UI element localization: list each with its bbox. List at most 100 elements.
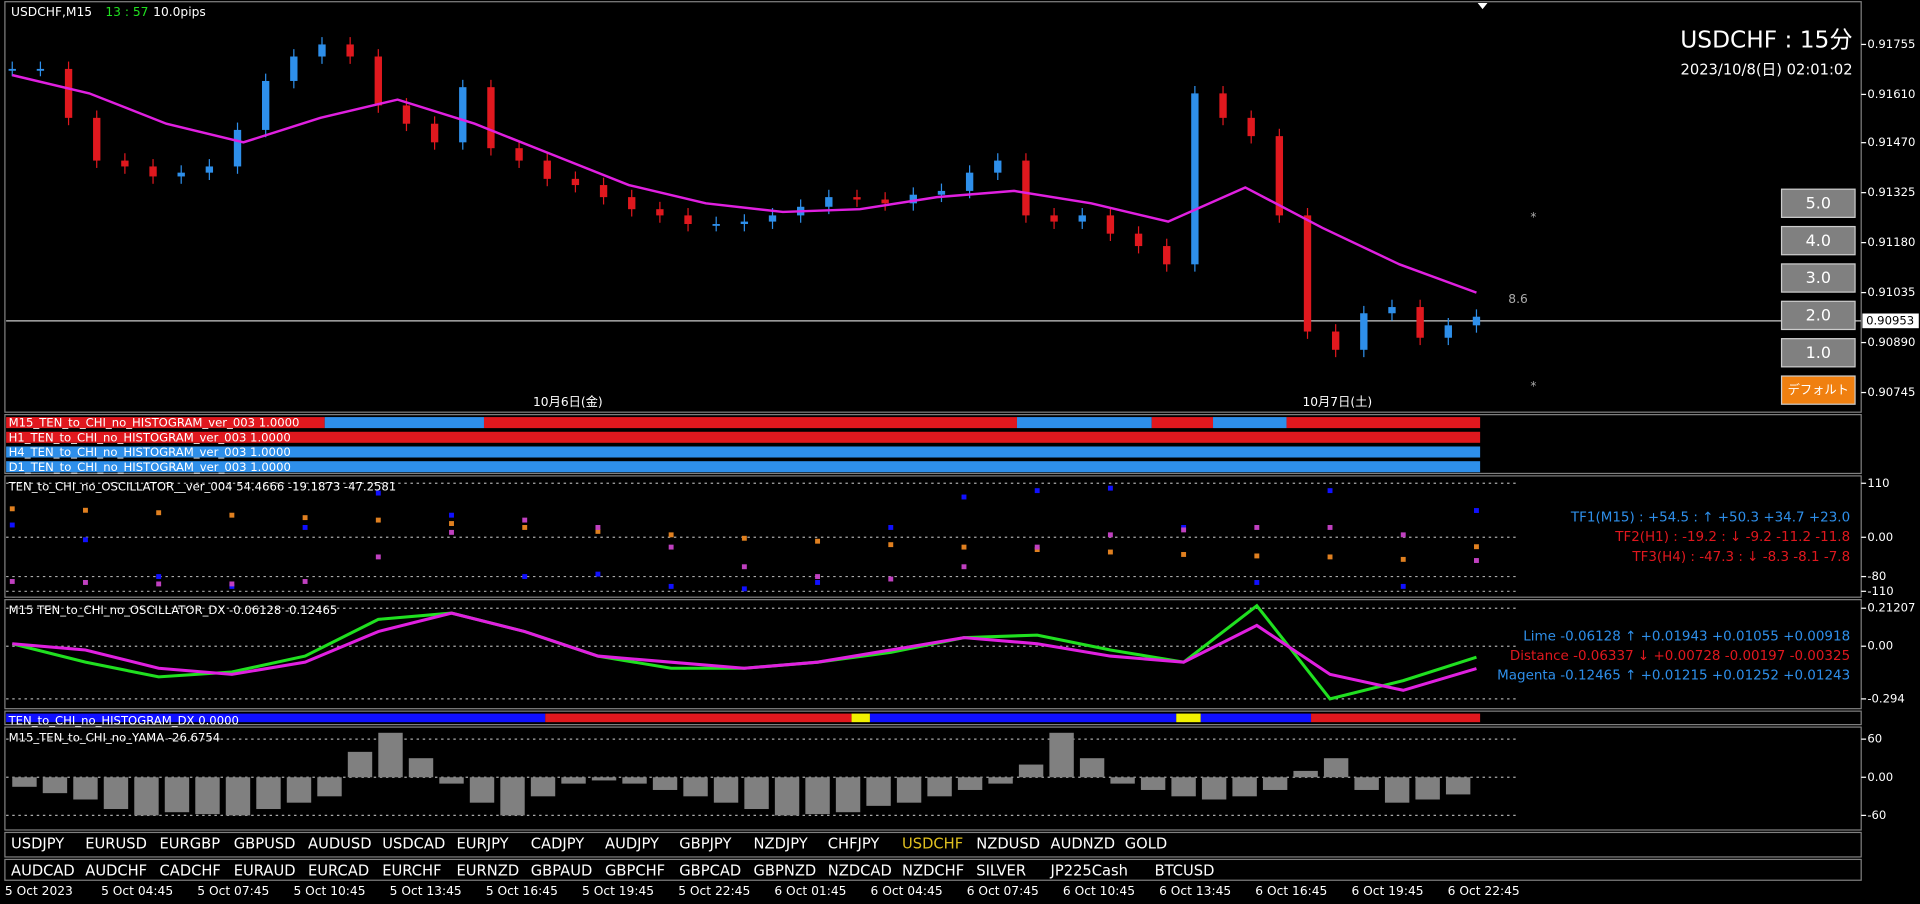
candle [1050,215,1058,222]
osc-dot [741,586,747,592]
symbol-button[interactable]: JP225Cash [1050,863,1128,880]
strip-segment [1213,417,1287,429]
yama-bar [164,777,190,813]
symbol-button[interactable]: AUDCHF [85,863,147,880]
candle [205,166,214,173]
readout: Distance -0.06337 ↓ +0.00728 -0.00197 -0… [1510,648,1850,664]
candle [487,87,495,149]
osc-dot [522,525,528,530]
candle [994,160,1002,173]
yama-bar [927,777,952,797]
symbol-button[interactable]: NZDUSD [976,836,1040,853]
candle [937,190,946,195]
symbol-button[interactable]: GBPCAD [679,863,741,880]
button-label[interactable]: 2.0 [1806,305,1831,324]
yama-bar [1201,777,1227,800]
symbol-button[interactable]: GBPUSD [234,836,296,853]
symbol-button[interactable]: EURCAD [308,863,369,880]
symbol-button[interactable]: NZDCHF [902,863,964,880]
symbol-button[interactable]: AUDNZD [1051,836,1115,853]
osc-dot [1327,488,1333,494]
symbol-button[interactable]: GBPCHF [605,863,665,880]
yama-frame [4,726,1862,831]
button[interactable] [1780,338,1856,368]
button-label[interactable]: デフォルト [1788,382,1849,397]
button-label[interactable]: 5.0 [1806,193,1831,212]
symbol-button[interactable]: AUDUSD [308,836,372,853]
panel-label: H1_TEN_to_CHI_no_HISTOGRAM_ver_003 1.000… [9,430,291,444]
yama-bar [683,777,708,797]
x-tick-label: 5 Oct 2023 [5,884,73,898]
strip-segment [545,713,852,723]
button[interactable] [1780,375,1856,405]
yama-bar [1354,777,1379,790]
yama-bar [1079,758,1105,778]
osc-dot [1107,485,1113,491]
strip-segment [6,431,1481,443]
osc-dot [375,554,381,560]
yama-bar [317,777,342,797]
osc-dot [1474,558,1479,563]
osc-dot [83,507,88,513]
symbol-button[interactable]: USDCAD [382,836,445,853]
yama-bar [1049,732,1074,778]
symbol-button[interactable]: EURCHF [382,863,441,880]
symbol-button[interactable]: EURUSD [85,836,147,853]
yama-bar [256,777,281,810]
button[interactable] [1780,300,1856,331]
candle [8,68,16,71]
button[interactable] [1780,225,1856,256]
symbol-button[interactable]: CADCHF [160,863,221,880]
symbol-button[interactable]: GBPJPY [679,836,731,853]
button[interactable] [1780,188,1856,218]
osc-dot [1107,532,1113,538]
symbol-button[interactable]: CADJPY [531,836,584,853]
symbol-button[interactable]: CHFJPY [828,836,880,853]
button-label[interactable]: 4.0 [1806,231,1831,250]
symbol-button[interactable]: EURJPY [457,836,509,853]
symbol-button[interactable]: SILVER [976,863,1026,880]
button-label[interactable]: 1.0 [1806,343,1831,362]
histogram-strips [6,417,1481,723]
x-tick-label: 5 Oct 19:45 [582,884,654,898]
candle [656,209,664,216]
osc-line [12,611,1477,692]
candle [1078,215,1086,222]
symbol-button[interactable]: EURAUD [234,863,296,880]
button-label[interactable]: 3.0 [1806,268,1831,287]
symbol-button[interactable]: GBPNZD [754,863,817,880]
symbol-button[interactable]: GOLD [1125,836,1167,853]
symbol-button[interactable]: NZDJPY [754,836,808,853]
panel-label: H4_TEN_to_CHI_no_HISTOGRAM_ver_003 1.000… [9,445,291,459]
osc-dot [1474,508,1479,513]
candle [628,197,636,210]
x-tick-label: 6 Oct 01:45 [774,884,846,898]
osc-dot [595,525,601,530]
symbol-button[interactable]: AUDJPY [605,836,659,853]
candle [1444,325,1452,338]
yama-bar [988,777,1013,784]
yama-bar [713,777,739,803]
spread: 10.0pips [153,5,206,19]
symbol-button[interactable]: USDCHF [902,836,963,853]
candle [515,148,523,161]
symbol-button[interactable]: AUDCAD [11,863,75,880]
strip-segment [6,446,1481,458]
osc-dot [961,564,967,570]
yama-bar [73,777,98,800]
symbol-button[interactable]: BTCUSD [1155,863,1215,880]
symbol-button[interactable]: EURNZD [457,863,520,880]
button[interactable] [1780,263,1856,293]
yama-bar [1293,770,1318,778]
osc-dot [375,517,381,523]
symbol-button[interactable]: EURGBP [160,836,221,853]
symbol-button[interactable]: USDJPY [11,836,64,853]
readout: TF2(H1) : -19.2 : ↓ -9.2 -11.2 -11.8 [1614,529,1850,545]
yama-bar [591,777,617,781]
osc-dot [1181,552,1187,557]
x-tick-label: 5 Oct 07:45 [197,884,269,898]
osc-dot [1107,549,1113,555]
x-tick-label: 6 Oct 22:45 [1448,884,1520,898]
symbol-button[interactable]: NZDCAD [828,863,892,880]
symbol-button[interactable]: GBPAUD [531,863,592,880]
